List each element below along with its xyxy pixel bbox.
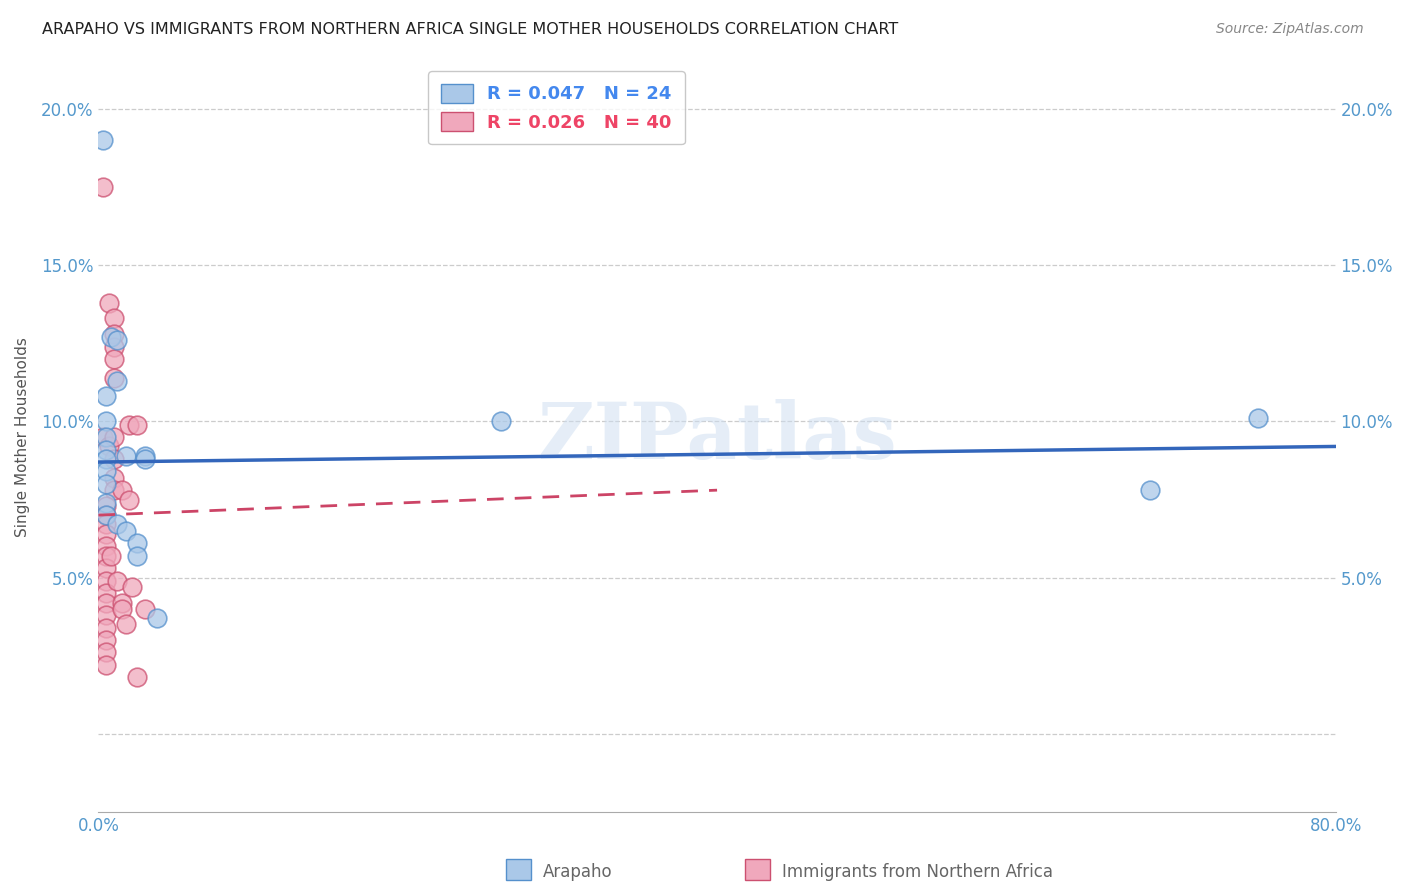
Point [103,351,125,366]
Point [103,311,125,326]
Point [115,617,138,632]
Point [1139,483,1161,498]
Text: Arapaho: Arapaho [543,863,613,881]
Point [96,499,118,513]
Point [1247,411,1270,425]
Point [127,536,149,550]
Point [127,671,149,685]
Point [111,601,134,615]
Point [96,526,118,541]
Point [96,621,118,635]
Point [96,561,118,575]
Point [105,574,128,588]
Point [134,449,156,463]
Point [98,440,121,454]
Point [96,658,118,673]
Point [127,549,149,563]
Point [105,334,128,348]
Text: ZIPatlas: ZIPatlas [537,399,897,475]
Point [103,470,125,484]
Point [96,451,118,466]
Point [96,586,118,600]
Point [105,374,128,388]
Point [91,430,114,444]
Point [96,476,118,491]
Point [118,417,141,432]
Point [96,596,118,610]
Point [96,539,118,553]
Point [134,601,156,615]
Point [115,524,138,538]
Point [103,451,125,466]
Point [103,340,125,354]
Point [96,508,118,523]
Text: Immigrants from Northern Africa: Immigrants from Northern Africa [782,863,1053,881]
Point [98,295,121,310]
Point [96,517,118,532]
Point [121,580,143,594]
Point [111,483,134,498]
Point [111,596,134,610]
Point [100,549,122,563]
Point [134,451,156,466]
Point [100,330,122,344]
Point [115,449,138,463]
Point [96,389,118,403]
Legend: R = 0.047   N = 24, R = 0.026   N = 40: R = 0.047 N = 24, R = 0.026 N = 40 [427,71,685,145]
Point [103,483,125,498]
Point [118,492,141,507]
Point [103,430,125,444]
Point [96,549,118,563]
Point [489,414,512,428]
Point [96,414,118,428]
Point [96,646,118,660]
Point [96,508,118,523]
Point [96,442,118,457]
Point [96,574,118,588]
Point [96,430,118,444]
Point [103,326,125,341]
Point [103,371,125,385]
Point [91,180,114,194]
Point [96,496,118,510]
Point [146,611,169,625]
Point [96,464,118,478]
Text: Source: ZipAtlas.com: Source: ZipAtlas.com [1216,22,1364,37]
Point [105,517,128,532]
Point [127,417,149,432]
Point [91,133,114,147]
Point [96,633,118,648]
Text: ARAPAHO VS IMMIGRANTS FROM NORTHERN AFRICA SINGLE MOTHER HOUSEHOLDS CORRELATION : ARAPAHO VS IMMIGRANTS FROM NORTHERN AFRI… [42,22,898,37]
Point [96,608,118,623]
Y-axis label: Single Mother Households: Single Mother Households [15,337,30,537]
